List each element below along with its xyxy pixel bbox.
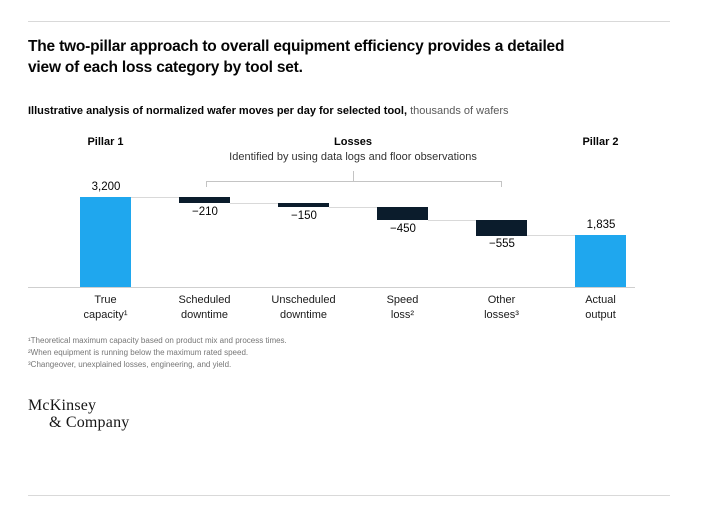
mckinsey-logo: McKinsey & Company: [28, 397, 130, 431]
waterfall-bar-total: [80, 197, 131, 287]
bottom-rule: [28, 495, 670, 496]
page-title: The two-pillar approach to overall equip…: [28, 38, 565, 76]
losses-header: Losses: [334, 136, 372, 148]
category-label: Actual output: [585, 294, 616, 321]
chart-subtitle: Illustrative analysis of normalized wafe…: [28, 105, 509, 117]
top-rule: [28, 21, 670, 22]
waterfall-bar-loss: [377, 207, 428, 220]
connector-line: [131, 197, 179, 198]
value-label: 3,200: [91, 181, 121, 193]
connector-line: [329, 207, 377, 208]
logo-line-1: McKinsey: [28, 397, 97, 414]
value-label: −210: [192, 206, 218, 218]
category-label: Other losses³: [484, 294, 519, 321]
connector-line: [527, 235, 575, 236]
losses-subheader: Identified by using data logs and floor …: [229, 151, 477, 163]
footnote-2: ²When equipment is running below the max…: [28, 348, 249, 357]
logo-line-2: & Company: [49, 413, 130, 431]
pillar1-header: Pillar 1: [87, 136, 124, 148]
value-label: 1,835: [586, 219, 616, 231]
waterfall-bar-loss: [278, 203, 329, 207]
connector-line: [428, 220, 476, 221]
category-label: True capacity¹: [83, 294, 128, 321]
pillar2-header: Pillar 2: [582, 136, 619, 148]
value-label: −450: [390, 223, 416, 235]
value-label: −555: [489, 238, 515, 250]
footnote-3: ³Changeover, unexplained losses, enginee…: [28, 360, 232, 369]
connector-line: [230, 203, 278, 204]
waterfall-bar-loss: [179, 197, 230, 203]
footnotes: ¹Theoretical maximum capacity based on p…: [28, 335, 287, 371]
waterfall-bar-total: [575, 235, 626, 287]
losses-bracket-stem: [353, 171, 354, 181]
losses-bracket-right-tick: [501, 181, 502, 187]
footnote-1: ¹Theoretical maximum capacity based on p…: [28, 336, 287, 345]
chart-subtitle-unit: thousands of wafers: [407, 105, 509, 117]
category-label: Speed loss²: [386, 294, 419, 321]
losses-bracket-bar: [206, 181, 502, 182]
value-label: −150: [291, 210, 317, 222]
category-label: Unscheduled downtime: [271, 294, 336, 321]
category-label: Scheduled downtime: [178, 294, 231, 321]
chart-subtitle-main: Illustrative analysis of normalized wafe…: [28, 105, 408, 117]
losses-bracket-left-tick: [206, 181, 207, 187]
waterfall-bar-loss: [476, 220, 527, 236]
x-axis-line: [28, 287, 635, 288]
